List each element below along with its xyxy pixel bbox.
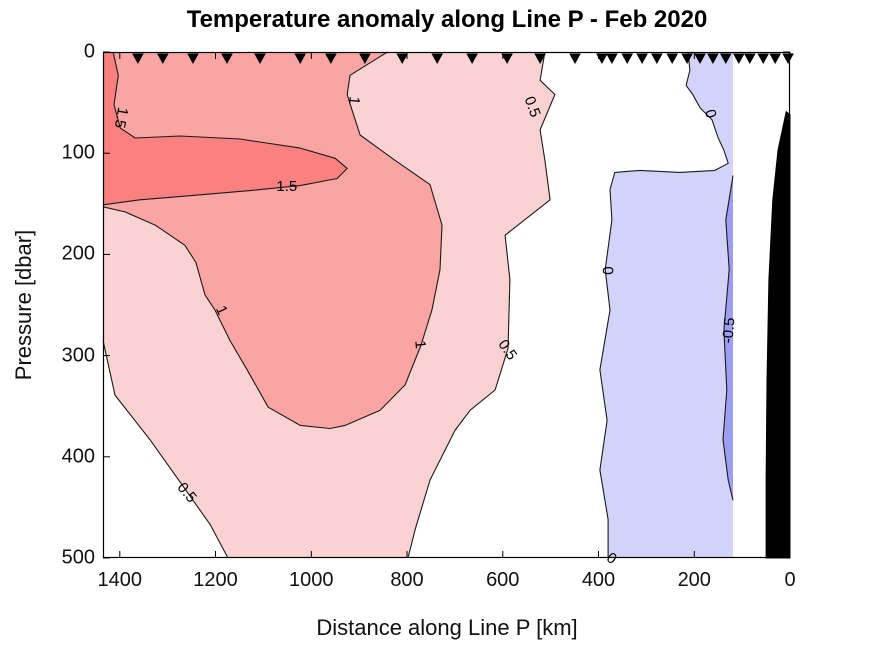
x-tick-label: 600 [486,569,520,591]
y-tick-label: 0 [83,40,95,63]
station-marker-icon [325,53,337,64]
station-marker-icon [666,53,678,64]
x-tick-label: 200 [677,569,711,591]
contour-line--0.5 [722,175,734,501]
contour-band--1_to_-0.5 [723,175,733,501]
station-marker-icon [431,53,443,64]
station-marker-icon [744,53,756,64]
station-marker-icon [782,53,794,64]
chart-title: Temperature anomaly along Line P - Feb 2… [186,6,708,33]
station-marker-icon [501,53,513,64]
contour-label-0: 0 [603,549,620,568]
station-marker-icon [694,53,706,64]
axes-frame [102,51,791,559]
station-marker-icon [596,53,608,64]
y-tick-label: 500 [61,546,95,569]
station-marker-icon [221,53,233,64]
contour-band-gt_1.5 [103,52,348,205]
contour-line-1.5 [102,51,348,206]
station-marker-icon [294,53,306,64]
station-marker-icon [769,53,781,64]
plot-area: 1.5 1.5 1 1 1 0.5 0.5 0.5 0 0 0 -0.5 [102,51,794,568]
contour-line-0 [599,51,729,558]
contour-label-0: 0 [599,266,616,275]
x-axis-label: Distance along Line P [km] [316,615,578,640]
x-tick-label: 800 [390,569,424,591]
y-tick-label: 300 [61,344,95,367]
station-marker-icon [396,53,408,64]
y-tick-label: 400 [61,445,95,468]
station-marker-icon [733,53,745,64]
station-marker-icon [621,53,633,64]
station-marker-icon [636,53,648,64]
y-tick-label: 200 [61,242,95,265]
contour-band--0.5_to_0 [599,52,733,558]
x-tick-label: 1400 [97,569,143,591]
station-marker-icon [569,53,581,64]
contour-line-0.5 [407,51,556,559]
x-tick-label: 0 [784,569,796,591]
contour-label-1.5: 1.5 [111,106,131,129]
x-tick-label: 1200 [193,569,238,591]
station-marker-icon [187,53,199,64]
x-tick-label: 400 [581,569,616,591]
contour-label-1: 1 [411,340,429,350]
x-tick-label: 1000 [289,569,334,591]
contour-label-0.5: 0.5 [521,94,544,119]
contour-label--0.5: -0.5 [719,317,738,344]
station-marker-icon [720,53,732,64]
station-marker-icon [466,53,478,64]
contour-line-0.5 [102,340,229,559]
station-marker-icon [359,53,371,64]
contour-label-1: 1 [345,96,363,106]
station-marker-icon [651,53,663,64]
contour-label-1.5: 1.5 [276,178,297,195]
station-marker-icon [606,53,618,64]
station-marker-icon [707,53,719,64]
contour-line-1 [102,51,443,430]
station-marker-icon [757,53,769,64]
station-marker-icon [681,53,693,64]
station-marker-icon [534,53,546,64]
station-marker-icon [157,53,169,64]
station-marker-icon [132,53,144,64]
bathymetry-silhouette [765,110,791,559]
y-tick-label: 100 [61,141,95,164]
station-marker-icon [254,53,266,64]
